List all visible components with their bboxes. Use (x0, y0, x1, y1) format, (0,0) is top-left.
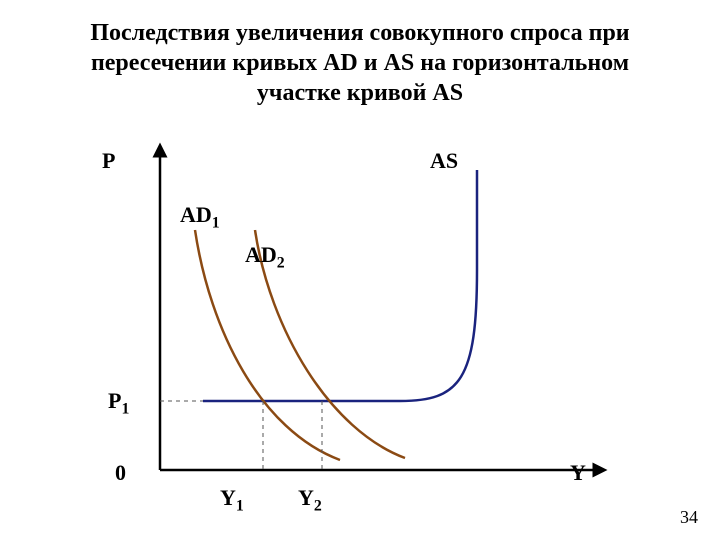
chart-svg (60, 140, 640, 510)
y1-sub: 1 (236, 497, 244, 514)
p1-sub: 1 (121, 400, 129, 417)
ad1-label: AD1 (180, 202, 220, 232)
ad-as-chart: P AS AD1 AD2 P1 0 Y1 Y2 Y (60, 140, 640, 510)
as-curve (203, 170, 477, 401)
ad2-label: AD2 (245, 242, 285, 272)
y1-text: Y (220, 485, 236, 510)
y-axis-label: P (102, 148, 115, 174)
ad2-text: AD (245, 242, 277, 267)
slide: Последствия увеличения совокупного спрос… (0, 0, 720, 540)
ad1-sub: 1 (212, 214, 220, 231)
origin-label: 0 (115, 460, 126, 486)
p1-text: P (108, 388, 121, 413)
y1-tick-label: Y1 (220, 485, 244, 515)
as-label: AS (430, 148, 458, 174)
ad1-text: AD (180, 202, 212, 227)
ad2-sub: 2 (277, 254, 285, 271)
p1-label: P1 (108, 388, 129, 418)
page-number: 34 (680, 507, 698, 528)
x-axis-label: Y (570, 460, 586, 486)
y2-text: Y (298, 485, 314, 510)
y2-tick-label: Y2 (298, 485, 322, 515)
y2-sub: 2 (314, 497, 322, 514)
slide-title: Последствия увеличения совокупного спрос… (80, 18, 640, 108)
